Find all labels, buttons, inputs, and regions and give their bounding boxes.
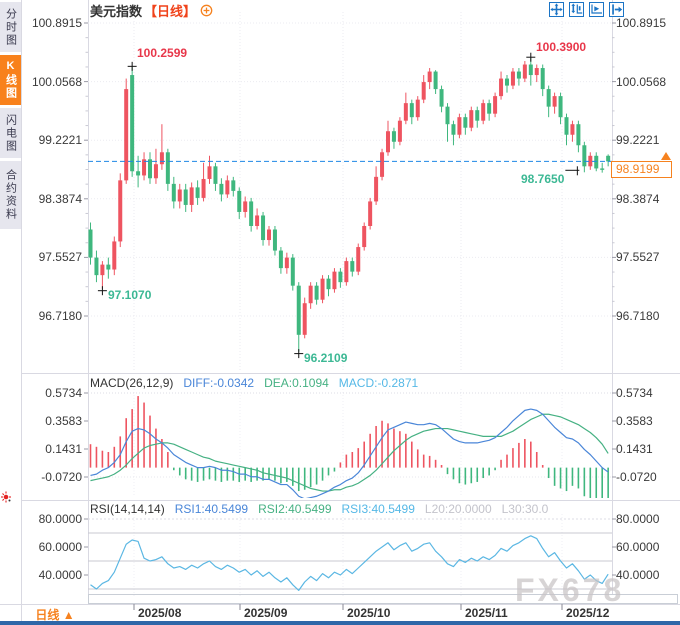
macd-params: MACD(26,12,9) (90, 376, 174, 390)
axis-play-icon[interactable] (589, 2, 604, 17)
annotation-low-3: 98.7650 (521, 172, 565, 186)
macd-tick-label: 0.1431 (616, 442, 653, 456)
rsi-tick-label: 40.0000 (616, 568, 660, 582)
price-tick-label: 100.0568 (31, 75, 82, 89)
macd-dea-value: DEA:0.1094 (264, 376, 329, 390)
xaxis-label: 2025/08 (138, 606, 182, 620)
macd-tick-label: 0.1431 (45, 442, 82, 456)
rsi-tick-label: 40.0000 (38, 568, 82, 582)
chart-scrollbar[interactable] (88, 594, 678, 604)
price-tag-arrow-icon (661, 152, 671, 160)
macd-tick-label: 0.5734 (616, 386, 653, 400)
macd-tick-label: -0.0720 (616, 470, 657, 484)
symbol-name: 美元指数 (90, 4, 143, 19)
left-axis-divider (88, 0, 89, 604)
macd-tick-label: 0.5734 (45, 386, 82, 400)
xaxis-divider (0, 604, 680, 605)
sidebar-tab-candlestick[interactable]: K线图 (0, 55, 21, 105)
pan-move-icon[interactable] (549, 2, 564, 17)
xaxis-label: 2025/09 (244, 606, 288, 620)
hotspot-icon[interactable] (0, 489, 14, 505)
macd-header: MACD(26,12,9) DIFF:-0.0342 DEA:0.1094 MA… (90, 376, 418, 390)
price-tick-label: 96.7180 (38, 309, 82, 323)
rsi-tick-label: 80.0000 (38, 512, 82, 526)
sidebar-tab-timeline[interactable]: 分时图 (0, 2, 21, 52)
price-tick-label: 97.5527 (616, 250, 660, 264)
rsi-tick-label: 60.0000 (616, 540, 660, 554)
sidebar-divider (21, 0, 22, 625)
xaxis-label: 2025/11 (465, 606, 508, 620)
rsi-l30-value: L30:30.0 (501, 502, 549, 516)
annotation-high-1: 100.2599 (137, 46, 188, 60)
period-tag: 【日线】 (144, 4, 197, 19)
macd-tick-label: 0.3583 (616, 414, 653, 428)
rsi-tick-label: 60.0000 (38, 540, 82, 554)
rsi-tick-label: 80.0000 (616, 512, 660, 526)
macd-tick-label: -0.0720 (41, 470, 82, 484)
period-selector[interactable]: 日线 ▲ (35, 608, 75, 622)
price-tick-label: 100.0568 (616, 75, 667, 89)
price-tick-label: 96.7180 (616, 309, 660, 323)
rsi-params: RSI(14,14,14) (90, 502, 165, 516)
rsi1-value: RSI1:40.5499 (174, 502, 249, 516)
annotation-high-2: 100.3900 (536, 40, 587, 54)
current-price-tag: 98.9199 (611, 161, 672, 178)
annotation-low-2: 96.2109 (304, 351, 348, 365)
price-tick-label: 99.2221 (38, 133, 82, 147)
rsi-panel-divider (22, 500, 680, 501)
price-tick-label: 100.8915 (31, 16, 82, 30)
price-tick-label: 99.2221 (616, 133, 660, 147)
xaxis-label: 2025/12 (566, 606, 610, 620)
annotation-low-1: 97.1070 (108, 288, 152, 302)
plus-circle-icon[interactable] (200, 4, 213, 17)
step-right-icon[interactable] (609, 2, 624, 17)
macd-tick-label: 0.3583 (45, 414, 82, 428)
macd-panel-divider (22, 373, 680, 374)
right-axis-divider (612, 0, 613, 594)
rsi2-value: RSI2:40.5499 (258, 502, 332, 516)
sidebar-tab-contract-info[interactable]: 合约资料 (0, 161, 21, 229)
macd-diff-value: DIFF:-0.0342 (183, 376, 255, 390)
price-tick-label: 98.3874 (616, 192, 660, 206)
rsi-header: RSI(14,14,14) RSI1:40.5499 RSI2:40.5499 … (90, 502, 548, 516)
macd-macd-value: MACD:-0.2871 (338, 376, 419, 390)
xaxis-label: 2025/10 (347, 606, 391, 620)
sidebar-tab-lightning[interactable]: 闪电图 (0, 108, 21, 158)
rsi-l20-value: L20:20.0000 (424, 502, 492, 516)
price-tick-label: 97.5527 (38, 250, 82, 264)
chart-title: 美元指数 【日线】 (90, 1, 213, 20)
bottom-accent-bar (0, 621, 680, 625)
rsi3-value: RSI3:40.5499 (341, 502, 415, 516)
price-tick-label: 98.3874 (38, 192, 82, 206)
axis-scale-icon[interactable] (569, 2, 584, 17)
price-tick-label: 100.8915 (616, 16, 667, 30)
